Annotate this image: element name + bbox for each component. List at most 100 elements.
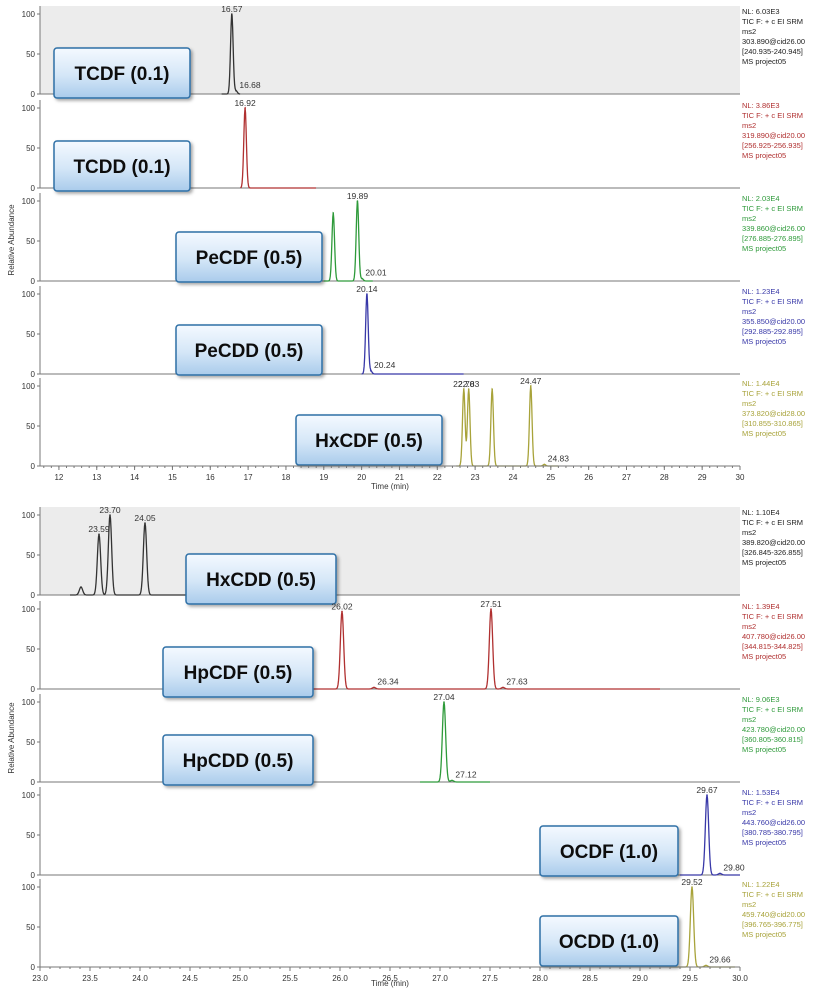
x-tick-label: 30.0 bbox=[732, 974, 748, 983]
x-tick-label: 27.5 bbox=[482, 974, 498, 983]
trace-info-line: TIC F: + c EI SRM bbox=[742, 612, 803, 621]
peak-point bbox=[144, 522, 146, 524]
trace-info-line: NL: 2.03E4 bbox=[742, 194, 780, 203]
y-tick-label: 100 bbox=[22, 197, 36, 206]
trace-info-line: [360.805-360.815] bbox=[742, 735, 803, 744]
trace-info-line: TIC F: + c EI SRM bbox=[742, 518, 803, 527]
trace-info-line: NL: 1.53E4 bbox=[742, 788, 780, 797]
y-tick-label: 50 bbox=[26, 738, 35, 747]
peak-label: 23.70 bbox=[99, 505, 121, 515]
x-tick-label: 26.5 bbox=[382, 974, 398, 983]
badge-box bbox=[539, 825, 679, 877]
x-tick-label: 22 bbox=[433, 473, 442, 482]
peak-label: 16.68 bbox=[239, 80, 261, 90]
compound-label: HpCDF (0.5) bbox=[184, 663, 293, 684]
trace-info-line: [380.785-380.795] bbox=[742, 828, 803, 837]
trace-line bbox=[420, 701, 490, 783]
y-tick-label: 50 bbox=[26, 237, 35, 246]
y-tick-label: 0 bbox=[31, 370, 36, 379]
x-tick-label: 25.5 bbox=[282, 974, 298, 983]
x-tick-label: 12 bbox=[54, 473, 63, 482]
peak-point bbox=[705, 964, 707, 967]
trace-info-line: ms2 bbox=[742, 121, 756, 130]
peak-point bbox=[691, 886, 693, 888]
trace-info-line: TIC F: + c EI SRM bbox=[742, 389, 803, 398]
compound-badge: OCDD (1.0) bbox=[539, 915, 679, 967]
peak-point bbox=[467, 388, 470, 391]
trace-info-line: ms2 bbox=[742, 528, 756, 537]
trace-info-line: 407.780@cid26.00 bbox=[742, 632, 805, 641]
x-tick-label: 30 bbox=[736, 473, 745, 482]
y-axis-title: Relative Abundance bbox=[7, 702, 16, 774]
compound-label: PeCDF (0.5) bbox=[196, 248, 303, 269]
peak-point bbox=[361, 277, 363, 280]
peak-label: 16.92 bbox=[234, 98, 256, 108]
y-tick-label: 0 bbox=[31, 778, 36, 787]
peak-label: 23.59 bbox=[88, 524, 110, 534]
peak-label: 19.89 bbox=[347, 191, 369, 201]
peak-label: 24.05 bbox=[134, 513, 156, 523]
peak-label: 20.01 bbox=[365, 268, 387, 278]
trace-info-line: MS project05 bbox=[742, 151, 786, 160]
x-tick-label: 16 bbox=[206, 473, 215, 482]
peak-point bbox=[490, 608, 492, 610]
badge-box bbox=[53, 47, 191, 99]
trace-line bbox=[70, 514, 200, 596]
trace-info-line: TIC F: + c EI SRM bbox=[742, 297, 803, 306]
peak-point bbox=[502, 686, 504, 689]
y-tick-label: 100 bbox=[22, 791, 36, 800]
peak-point bbox=[366, 293, 368, 295]
trace-line bbox=[310, 608, 660, 690]
trace-info-line: 459.740@cid20.00 bbox=[742, 910, 805, 919]
trace-info-line: ms2 bbox=[742, 622, 756, 631]
trace-info-line: [326.845-326.855] bbox=[742, 548, 803, 557]
trace-info-line: 389.820@cid20.00 bbox=[742, 538, 805, 547]
trace-info-line: [256.925-256.935] bbox=[742, 141, 803, 150]
x-tick-label: 24 bbox=[509, 473, 518, 482]
x-tick-label: 20 bbox=[357, 473, 366, 482]
compound-label: HxCDD (0.5) bbox=[206, 570, 316, 591]
compound-label: HpCDD (0.5) bbox=[183, 751, 294, 772]
y-tick-label: 0 bbox=[31, 90, 36, 99]
badge-box bbox=[175, 231, 323, 283]
peak-label: 27.04 bbox=[433, 692, 455, 702]
x-tick-label: 15 bbox=[168, 473, 177, 482]
trace-info-line: MS project05 bbox=[742, 558, 786, 567]
peak-point bbox=[451, 779, 453, 782]
compound-label: HxCDF (0.5) bbox=[315, 431, 423, 452]
x-tick-label: 21 bbox=[395, 473, 404, 482]
y-tick-label: 100 bbox=[22, 10, 36, 19]
x-tick-label: 29.0 bbox=[632, 974, 648, 983]
y-tick-label: 0 bbox=[31, 184, 36, 193]
badge-box bbox=[295, 414, 443, 466]
badge-box bbox=[162, 646, 314, 698]
x-tick-label: 13 bbox=[92, 473, 101, 482]
trace-info-line: NL: 1.22E4 bbox=[742, 880, 780, 889]
badge-box bbox=[162, 734, 314, 786]
trace-info-line: MS project05 bbox=[742, 838, 786, 847]
peak-label: 20.24 bbox=[374, 360, 396, 370]
compound-badge: TCDD (0.1) bbox=[53, 140, 191, 192]
trace-info-line: 373.820@cid28.00 bbox=[742, 409, 805, 418]
peak-point bbox=[719, 872, 721, 875]
x-tick-label: 28.5 bbox=[582, 974, 598, 983]
y-axis-title: Relative Abundance bbox=[7, 204, 16, 276]
trace-info-line: NL: 9.06E3 bbox=[742, 695, 780, 704]
trace-info-line: ms2 bbox=[742, 399, 756, 408]
peak-point bbox=[231, 13, 233, 15]
compound-label: OCDD (1.0) bbox=[559, 932, 659, 953]
y-tick-label: 100 bbox=[22, 605, 36, 614]
x-tick-label: 23.0 bbox=[32, 974, 48, 983]
trace-info-line: MS project05 bbox=[742, 337, 786, 346]
trace-info-line: ms2 bbox=[742, 900, 756, 909]
badge-box bbox=[175, 324, 323, 376]
trace-info-line: TIC F: + c EI SRM bbox=[742, 705, 803, 714]
